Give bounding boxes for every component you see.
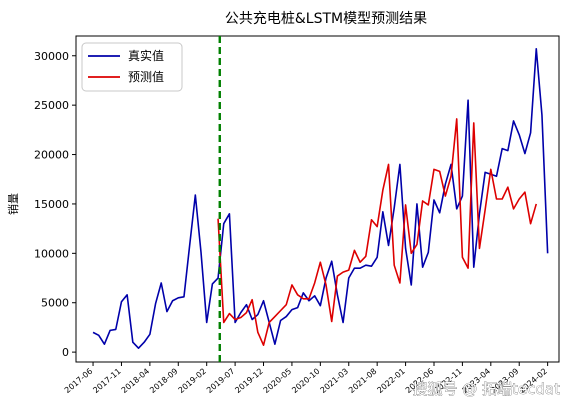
x-tick-label: 2021-03: [319, 367, 350, 395]
series-line-predicted: [217, 118, 538, 347]
x-tick-label: 2019-02: [177, 367, 208, 395]
watermark: 搜狐号 @ 拓端tecdat: [413, 380, 561, 398]
legend: 真实值 预测值: [81, 42, 183, 92]
y-tick-label: 0: [62, 346, 69, 359]
x-tick-label: 2017-06: [63, 367, 94, 395]
legend-label-predicted: 预测值: [128, 69, 164, 84]
x-tick-label: 2021-08: [347, 367, 378, 395]
y-tick-label: 25000: [34, 99, 69, 112]
y-tick-label: 15000: [34, 198, 69, 211]
x-tick-label: 2020-10: [290, 367, 321, 395]
legend-box: [81, 42, 183, 92]
legend-label-actual: 真实值: [128, 48, 164, 63]
y-axis-label: 销量: [6, 193, 20, 215]
axes-frame: [75, 35, 560, 363]
x-tick-label: 2020-05: [262, 367, 293, 395]
x-tick-label: 2022-01: [375, 367, 406, 395]
x-tick-label: 2018-04: [120, 367, 151, 395]
y-tick-label: 5000: [41, 297, 69, 310]
x-tick-label: 2018-09: [148, 367, 179, 395]
chart-title: 公共充电桩&LSTM模型预测结果: [225, 10, 427, 27]
y-tick-label: 10000: [34, 247, 69, 260]
series-line-actual: [92, 48, 549, 349]
x-tick-label: 2017-11: [91, 367, 122, 395]
x-tick-label: 2019-12: [233, 367, 264, 395]
y-tick-label: 20000: [34, 149, 69, 162]
x-tick-label: 2019-07: [205, 367, 236, 395]
y-tick-label: 30000: [34, 50, 69, 63]
